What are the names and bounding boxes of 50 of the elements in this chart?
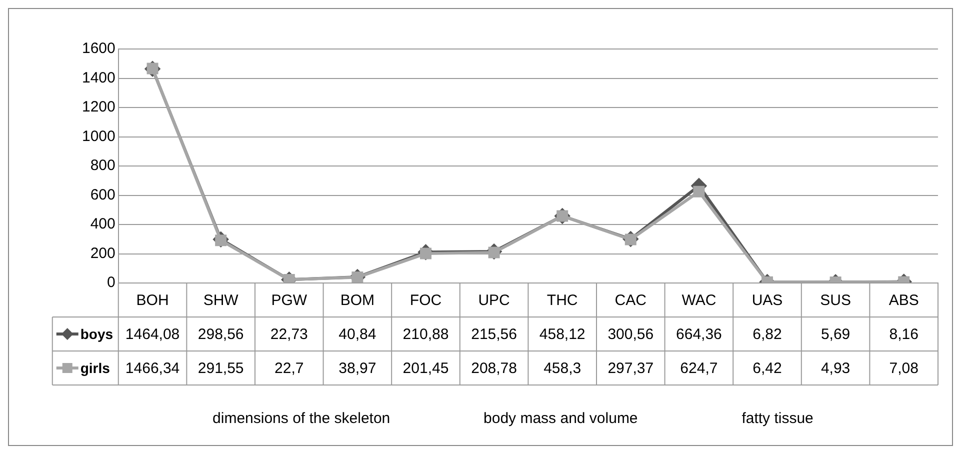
data-label: 22,7 xyxy=(274,360,304,378)
data-label: 22,73 xyxy=(270,326,308,344)
y-tick-label: 600 xyxy=(90,186,116,204)
data-label: 298,56 xyxy=(198,326,244,344)
y-tick-label: 800 xyxy=(90,157,116,174)
legend-label: boys xyxy=(80,326,114,342)
x-tick-label: BOM xyxy=(340,292,375,310)
data-label: 7,08 xyxy=(889,360,918,378)
data-label: 6,42 xyxy=(752,360,782,378)
data-label: 201,45 xyxy=(402,360,449,378)
data-label: 210,88 xyxy=(402,326,449,344)
data-label: 4,93 xyxy=(820,360,850,378)
data-label: 291,55 xyxy=(198,360,244,378)
data-label: 1466,34 xyxy=(125,360,180,378)
data-label: 458,3 xyxy=(544,360,582,378)
x-tick-label: CAC xyxy=(614,292,647,310)
data-label: 38,97 xyxy=(338,360,376,378)
x-tick-label: PGW xyxy=(271,292,308,310)
data-label: 215,56 xyxy=(471,326,517,344)
data-label: 300,56 xyxy=(608,326,654,344)
y-tick-label: 200 xyxy=(90,244,116,262)
x-tick-label: UAS xyxy=(752,292,783,310)
y-tick-label: 0 xyxy=(107,274,116,292)
y-tick-label: 1000 xyxy=(82,128,116,145)
text: dimensions of the skeleton xyxy=(212,410,390,428)
data-label: 5,69 xyxy=(820,326,850,344)
y-tick-label: 1400 xyxy=(82,69,116,86)
y-tick-label: 400 xyxy=(90,216,116,233)
data-label: 458,12 xyxy=(539,326,586,344)
y-tick-label: 1600 xyxy=(82,40,116,58)
y-tick-label: 1200 xyxy=(82,98,116,116)
data-label: 8,16 xyxy=(889,326,918,344)
x-tick-label: BOH xyxy=(136,292,169,310)
data-label: 664,36 xyxy=(676,326,722,344)
x-tick-label: SHW xyxy=(203,292,240,310)
data-label: 624,7 xyxy=(680,360,718,378)
x-tick-label: FOC xyxy=(410,292,442,310)
x-tick-label: ABS xyxy=(888,292,919,310)
x-tick-label: WAC xyxy=(682,292,716,310)
x-tick-label: UPC xyxy=(478,292,510,310)
data-label: 297,37 xyxy=(608,360,654,378)
text: body mass and volume xyxy=(484,410,638,428)
x-tick-label: THC xyxy=(546,292,578,310)
data-label: 1464,08 xyxy=(125,326,180,344)
text: fatty tissue xyxy=(742,410,814,428)
legend-label: girls xyxy=(80,360,110,376)
data-label: 6,82 xyxy=(752,326,782,344)
x-tick-label: SUS xyxy=(820,292,851,310)
data-label: 208,78 xyxy=(471,360,517,378)
data-label: 40,84 xyxy=(338,326,376,344)
